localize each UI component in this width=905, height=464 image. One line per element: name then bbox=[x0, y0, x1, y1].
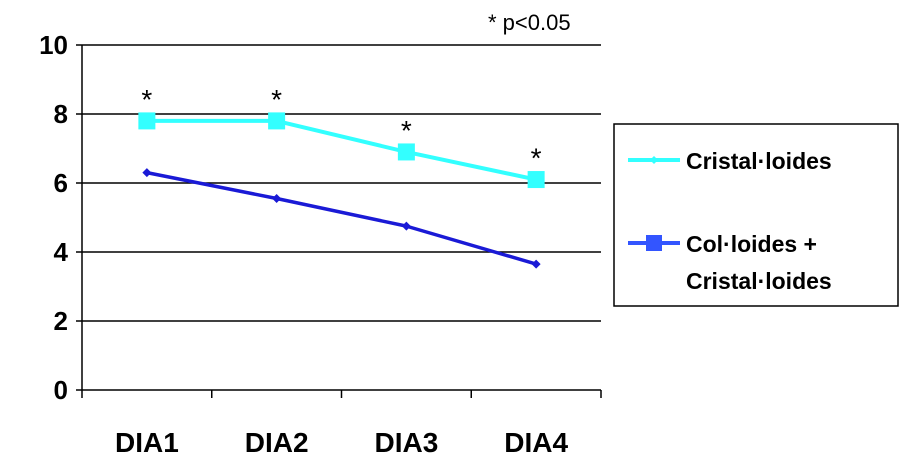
legend: Cristal·loides Col·loides + Cristal·loides bbox=[613, 123, 899, 307]
legend-label: Cristal·loides bbox=[686, 268, 832, 294]
x-tick-label: DIA2 bbox=[245, 427, 309, 458]
legend-marker-diamond bbox=[650, 156, 658, 164]
significance-asterisk: * bbox=[401, 115, 412, 146]
significance-markers: * * * * bbox=[141, 84, 541, 174]
y-tick-label: 0 bbox=[54, 375, 68, 405]
data-point-square bbox=[397, 143, 415, 161]
legend-label: Col·loides + bbox=[686, 231, 817, 257]
x-tick-label: DIA4 bbox=[504, 427, 568, 458]
data-point-diamond bbox=[531, 259, 541, 269]
y-tick-label: 6 bbox=[54, 168, 68, 198]
data-point-diamond bbox=[142, 168, 152, 178]
y-tick-label: 10 bbox=[39, 30, 68, 60]
gridlines bbox=[82, 44, 601, 322]
series-line-1 bbox=[146, 118, 537, 182]
x-tick-label: DIA1 bbox=[115, 427, 179, 458]
series-lines bbox=[138, 112, 545, 269]
data-point-diamond bbox=[272, 194, 282, 204]
legend-marker-square bbox=[646, 235, 662, 251]
significance-asterisk: * bbox=[531, 143, 542, 174]
data-point-square bbox=[527, 171, 545, 189]
y-tick-label: 8 bbox=[54, 99, 68, 129]
legend-box bbox=[613, 123, 899, 307]
significance-note: * p<0.05 bbox=[488, 10, 571, 35]
x-tick-labels: DIA1 DIA2 DIA3 DIA4 bbox=[115, 427, 568, 458]
legend-label: Cristal·loides bbox=[686, 148, 832, 174]
significance-asterisk: * bbox=[271, 84, 282, 115]
significance-asterisk: * bbox=[141, 84, 152, 115]
x-tick-label: DIA3 bbox=[374, 427, 438, 458]
data-point-diamond bbox=[401, 221, 411, 231]
y-tick-label: 2 bbox=[54, 306, 68, 336]
y-tick-labels: 0 2 4 6 8 10 bbox=[39, 30, 68, 405]
series-line-2 bbox=[146, 170, 537, 266]
data-point-square bbox=[138, 112, 156, 130]
y-tick-label: 4 bbox=[54, 237, 69, 267]
axes bbox=[76, 44, 602, 398]
data-point-square bbox=[268, 112, 286, 130]
